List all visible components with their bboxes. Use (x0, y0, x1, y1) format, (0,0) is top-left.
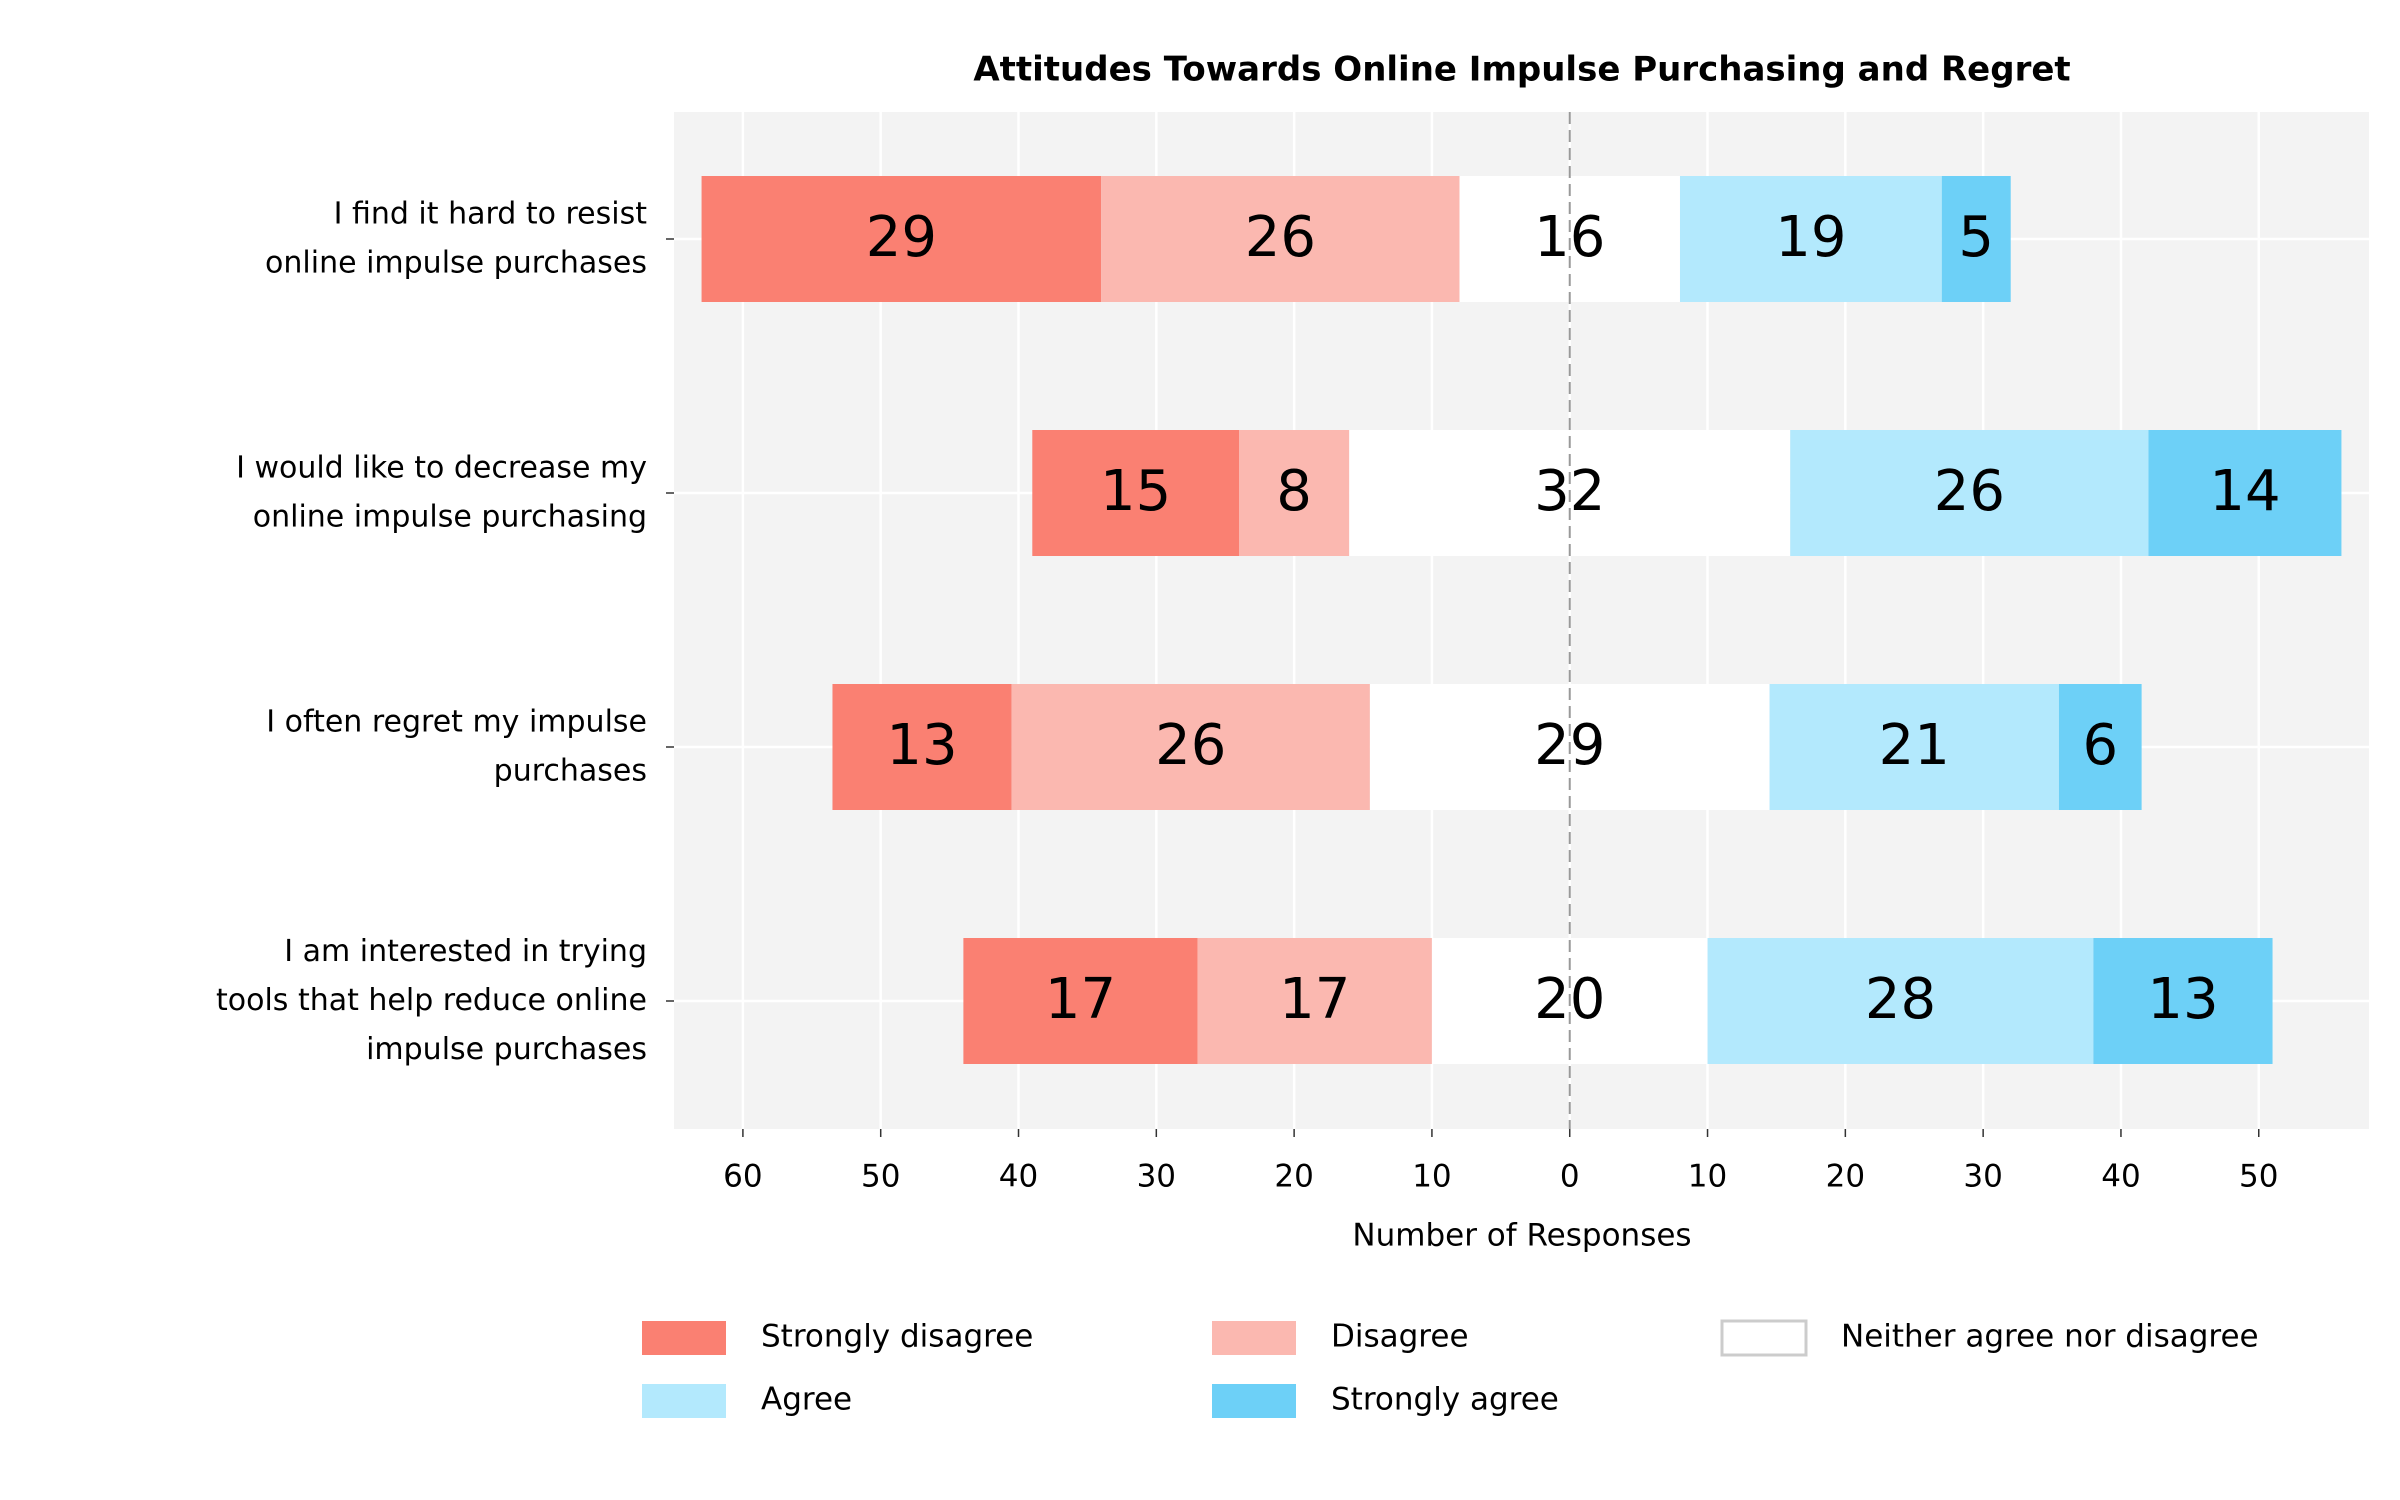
legend-swatch (642, 1321, 726, 1355)
y-tick-label: I find it hard to resist online impulse p… (265, 196, 647, 280)
legend-swatch (1212, 1384, 1296, 1418)
bar-segment (2093, 938, 2273, 1064)
legend-swatch (642, 1384, 726, 1418)
bar-segment (2058, 684, 2142, 810)
bar-segment (1239, 430, 1350, 556)
legend-label: Agree (761, 1382, 852, 1418)
x-tick-label: 50 (861, 1159, 900, 1195)
x-tick-label: 10 (1412, 1159, 1451, 1195)
value-label: 5 (1958, 205, 1994, 270)
y-tick-label: I am interested in trying tools that help… (216, 934, 647, 1067)
legend-swatch (1212, 1321, 1296, 1355)
bar-segment (2148, 430, 2342, 556)
value-label: 26 (1155, 713, 1226, 778)
legend-label: Strongly disagree (761, 1319, 1033, 1355)
legend-label: Strongly agree (1331, 1382, 1559, 1418)
value-label: 28 (1865, 967, 1936, 1032)
bar-segment (1679, 176, 1942, 302)
x-tick-label: 30 (1963, 1159, 2002, 1195)
y-tick-label: I would like to decrease my online impuls… (236, 450, 647, 534)
x-tick-label: 60 (723, 1159, 762, 1195)
x-tick-label: 10 (1688, 1159, 1727, 1195)
chart-title: Attitudes Towards Online Impulse Purchas… (973, 50, 2070, 90)
x-tick-label: 20 (1274, 1159, 1313, 1195)
bar-segment (701, 176, 1102, 302)
bar-segment (1941, 176, 2011, 302)
x-tick-label: 30 (1137, 1159, 1176, 1195)
value-label: 15 (1100, 459, 1171, 524)
legend-label: Neither agree nor disagree (1841, 1319, 2259, 1355)
value-label: 6 (2082, 713, 2118, 778)
value-label: 29 (866, 205, 937, 270)
bar-segment (1011, 684, 1370, 810)
bar-segment (832, 684, 1012, 810)
value-label: 17 (1279, 967, 1350, 1032)
bar-segment (1790, 430, 2149, 556)
value-label: 21 (1879, 713, 1950, 778)
bar-segment (1197, 938, 1432, 1064)
bar-segment (963, 938, 1198, 1064)
x-tick-label: 20 (1826, 1159, 1865, 1195)
x-tick-label: 0 (1560, 1159, 1580, 1195)
value-label: 14 (2209, 459, 2280, 524)
value-label: 8 (1276, 459, 1312, 524)
x-tick-label: 40 (999, 1159, 1038, 1195)
bar-segment (1032, 430, 1239, 556)
y-tick-label: I often regret my impulse purchases (266, 704, 647, 788)
bar-segment (1707, 938, 2094, 1064)
value-label: 26 (1934, 459, 2005, 524)
value-label: 13 (886, 713, 957, 778)
legend-swatch (1720, 1319, 1808, 1357)
value-label: 26 (1245, 205, 1316, 270)
bar-segment (1769, 684, 2059, 810)
x-axis-label: Number of Responses (1352, 1218, 1691, 1254)
bar-segment (1101, 176, 1460, 302)
value-label: 19 (1775, 205, 1846, 270)
x-tick-label: 40 (2101, 1159, 2140, 1195)
x-tick-label: 50 (2239, 1159, 2278, 1195)
legend-label: Disagree (1331, 1319, 1469, 1355)
value-label: 13 (2147, 967, 2218, 1032)
value-label: 17 (1045, 967, 1116, 1032)
